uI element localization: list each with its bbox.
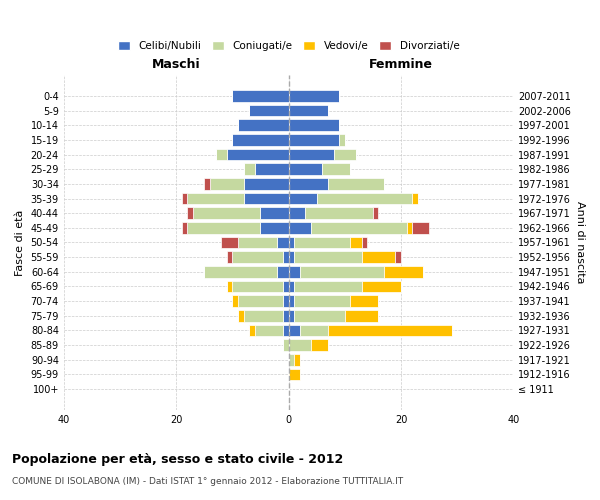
Bar — [232, 134, 289, 146]
Bar — [244, 178, 289, 190]
Bar — [350, 236, 362, 248]
Y-axis label: Anni di nascita: Anni di nascita — [575, 201, 585, 283]
Bar — [232, 295, 238, 307]
Legend: Celibi/Nubili, Coniugati/e, Vedovi/e, Divorziati/e: Celibi/Nubili, Coniugati/e, Vedovi/e, Di… — [113, 36, 464, 55]
Bar — [289, 310, 294, 322]
Bar — [289, 148, 334, 160]
Bar — [289, 236, 294, 248]
Bar — [289, 120, 339, 131]
Bar — [283, 310, 289, 322]
Bar — [289, 208, 305, 219]
Text: Popolazione per età, sesso e stato civile - 2012: Popolazione per età, sesso e stato civil… — [12, 452, 343, 466]
Bar — [227, 252, 232, 263]
Bar — [204, 266, 277, 278]
Bar — [289, 90, 339, 102]
Bar — [294, 354, 300, 366]
Bar — [232, 90, 289, 102]
Bar — [294, 236, 350, 248]
Bar — [311, 339, 328, 351]
Bar — [373, 208, 379, 219]
Bar — [227, 148, 289, 160]
Bar — [283, 339, 289, 351]
Bar — [289, 164, 322, 175]
Bar — [260, 222, 289, 234]
Bar — [289, 368, 300, 380]
Bar — [255, 164, 289, 175]
Bar — [300, 266, 384, 278]
Bar — [305, 208, 373, 219]
Bar — [232, 252, 283, 263]
Bar — [289, 354, 294, 366]
Bar — [289, 266, 300, 278]
Bar — [362, 280, 401, 292]
Bar — [244, 164, 255, 175]
Text: Maschi: Maschi — [152, 58, 200, 71]
Bar — [187, 192, 244, 204]
Bar — [182, 222, 187, 234]
Text: COMUNE DI ISOLABONA (IM) - Dati ISTAT 1° gennaio 2012 - Elaborazione TUTTITALIA.: COMUNE DI ISOLABONA (IM) - Dati ISTAT 1°… — [12, 478, 403, 486]
Text: Femmine: Femmine — [369, 58, 433, 71]
Bar — [232, 280, 283, 292]
Bar — [210, 178, 244, 190]
Bar — [238, 236, 277, 248]
Bar — [187, 222, 260, 234]
Bar — [289, 134, 339, 146]
Bar — [289, 104, 328, 117]
Bar — [283, 324, 289, 336]
Bar — [289, 192, 317, 204]
Bar — [294, 295, 350, 307]
Bar — [227, 280, 232, 292]
Bar — [407, 222, 412, 234]
Bar — [289, 280, 294, 292]
Bar — [412, 222, 429, 234]
Bar — [311, 222, 407, 234]
Bar — [221, 236, 238, 248]
Bar — [328, 324, 452, 336]
Bar — [345, 310, 379, 322]
Bar — [334, 148, 356, 160]
Bar — [283, 252, 289, 263]
Bar — [238, 310, 244, 322]
Bar — [294, 280, 362, 292]
Bar — [244, 192, 289, 204]
Bar — [339, 134, 345, 146]
Bar — [350, 295, 379, 307]
Bar — [289, 178, 328, 190]
Bar — [328, 178, 384, 190]
Bar — [193, 208, 260, 219]
Bar — [317, 192, 412, 204]
Bar — [215, 148, 227, 160]
Bar — [204, 178, 210, 190]
Bar — [249, 324, 255, 336]
Bar — [182, 192, 187, 204]
Bar — [294, 252, 362, 263]
Bar — [395, 252, 401, 263]
Bar — [260, 208, 289, 219]
Y-axis label: Fasce di età: Fasce di età — [15, 210, 25, 276]
Bar — [283, 295, 289, 307]
Bar — [283, 280, 289, 292]
Bar — [238, 295, 283, 307]
Bar — [289, 295, 294, 307]
Bar — [238, 120, 289, 131]
Bar — [255, 324, 283, 336]
Bar — [294, 310, 345, 322]
Bar — [322, 164, 350, 175]
Bar — [300, 324, 328, 336]
Bar — [277, 266, 289, 278]
Bar — [289, 339, 311, 351]
Bar — [412, 192, 418, 204]
Bar — [277, 236, 289, 248]
Bar — [362, 252, 395, 263]
Bar — [362, 236, 367, 248]
Bar — [289, 324, 300, 336]
Bar — [244, 310, 283, 322]
Bar — [384, 266, 424, 278]
Bar — [289, 222, 311, 234]
Bar — [289, 252, 294, 263]
Bar — [187, 208, 193, 219]
Bar — [249, 104, 289, 117]
